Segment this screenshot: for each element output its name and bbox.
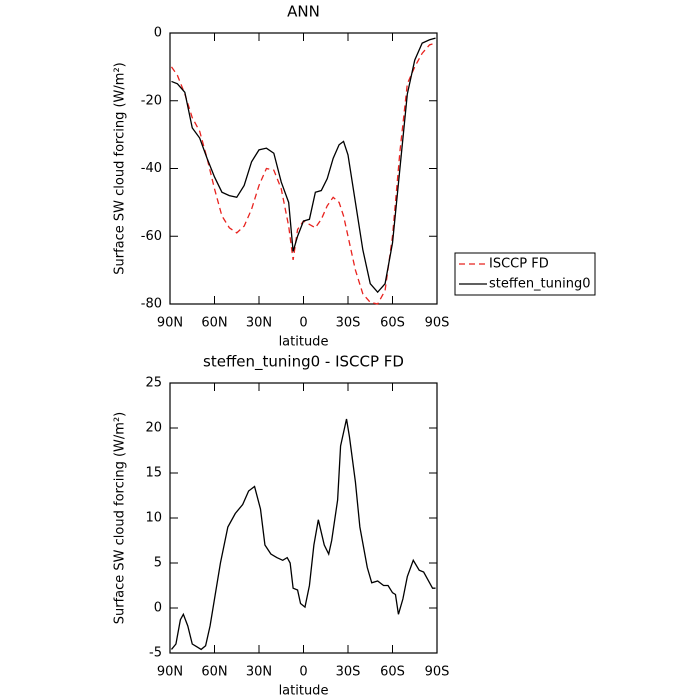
- data-line: [171, 37, 436, 294]
- y-tick-label: 0: [154, 601, 162, 616]
- legend-box: [454, 252, 596, 296]
- x-tick-label: 60S: [380, 665, 405, 680]
- x-axis-label: latitude: [279, 335, 329, 350]
- x-tick-label: 90S: [425, 665, 450, 680]
- chart-title: ANN: [287, 3, 320, 21]
- y-tick-label: -40: [141, 161, 162, 176]
- x-tick-label: 30S: [336, 316, 361, 331]
- x-axis-label: latitude: [279, 684, 329, 699]
- x-tick-label: 30S: [336, 665, 361, 680]
- x-tick-label: 90N: [157, 665, 183, 680]
- x-tick-label: 30N: [246, 316, 272, 331]
- plot-frame: [169, 32, 438, 305]
- y-axis-label: Surface SW cloud forcing (W/m²): [113, 412, 128, 624]
- legend-label: ISCCP FD: [489, 257, 549, 272]
- x-tick-label: 60S: [380, 316, 405, 331]
- chart-title: steffen_tuning0 - ISCCP FD: [203, 353, 404, 372]
- y-tick-label: -20: [141, 93, 162, 108]
- y-axis-label: Surface SW cloud forcing (W/m²): [113, 62, 128, 274]
- y-tick-label: 0: [154, 26, 162, 41]
- x-tick-label: 0: [299, 316, 307, 331]
- y-tick-label: 10: [145, 511, 162, 526]
- x-tick-label: 90N: [157, 316, 183, 331]
- data-line: [170, 42, 436, 305]
- y-tick-label: 25: [145, 376, 162, 391]
- data-line: [170, 418, 436, 651]
- x-tick-label: 90S: [425, 316, 450, 331]
- x-tick-label: 60N: [201, 316, 227, 331]
- y-tick-label: -60: [141, 229, 162, 244]
- x-tick-label: 60N: [201, 665, 227, 680]
- plot-frame: [169, 382, 438, 654]
- x-tick-label: 30N: [246, 665, 272, 680]
- x-tick-label: 0: [299, 665, 307, 680]
- y-tick-label: 5: [154, 556, 162, 571]
- legend-label: steffen_tuning0: [489, 277, 591, 292]
- y-tick-label: 20: [145, 421, 162, 436]
- y-tick-label: -80: [141, 297, 162, 312]
- y-tick-label: 15: [145, 466, 162, 481]
- y-tick-label: -5: [149, 646, 162, 661]
